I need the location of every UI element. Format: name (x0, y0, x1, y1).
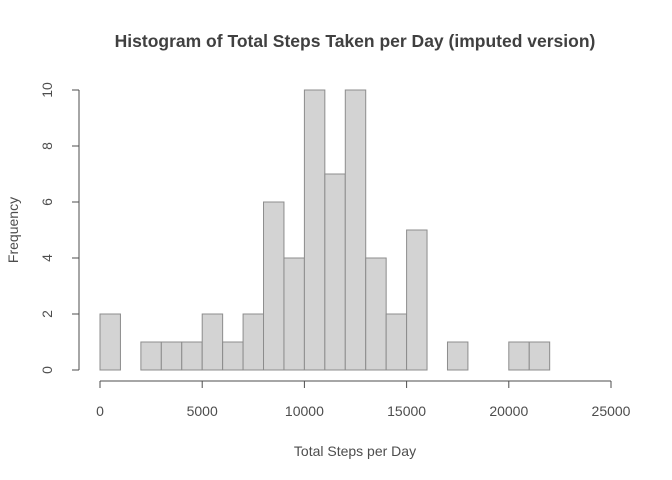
histogram-bar (508, 341, 530, 371)
x-tick-label: 20000 (489, 403, 528, 419)
x-tick-label: 10000 (285, 403, 324, 419)
histogram-bar (99, 313, 121, 371)
x-axis-label: Total Steps per Day (294, 443, 416, 459)
x-axis-ticks: 0 5000 10000 15000 20000 25000 (96, 381, 631, 419)
histogram-bar (181, 341, 203, 371)
histogram-bar (283, 257, 305, 371)
y-tick-label: 10 (39, 82, 55, 98)
histogram-bar (242, 313, 265, 371)
bars-group (99, 89, 551, 371)
histogram-bar (344, 89, 367, 371)
histogram-bar (324, 173, 346, 371)
histogram-bar (365, 257, 387, 371)
y-tick-label: 0 (39, 366, 55, 374)
x-tick-label: 5000 (187, 403, 218, 419)
y-axis-ticks: 0 2 4 6 8 10 (39, 82, 79, 374)
y-tick-label: 4 (39, 254, 55, 262)
y-axis-label: Frequency (5, 197, 21, 263)
chart-title: Histogram of Total Steps Taken per Day (… (115, 31, 596, 51)
histogram-bar (160, 341, 183, 371)
histogram-bar (263, 201, 285, 371)
y-tick-label: 6 (39, 198, 55, 206)
y-tick-label: 8 (39, 142, 55, 150)
histogram-bar (140, 341, 162, 371)
histogram-bar (446, 341, 469, 371)
y-tick-label: 2 (39, 310, 55, 318)
x-tick-label: 0 (96, 403, 104, 419)
histogram-bar (201, 313, 224, 371)
histogram-bar (303, 89, 326, 371)
x-tick-label: 15000 (387, 403, 426, 419)
histogram-bar (222, 341, 244, 371)
histogram-bar (528, 341, 551, 371)
histogram-bar (406, 229, 428, 371)
histogram-bar (385, 313, 408, 371)
x-tick-label: 25000 (592, 403, 631, 419)
